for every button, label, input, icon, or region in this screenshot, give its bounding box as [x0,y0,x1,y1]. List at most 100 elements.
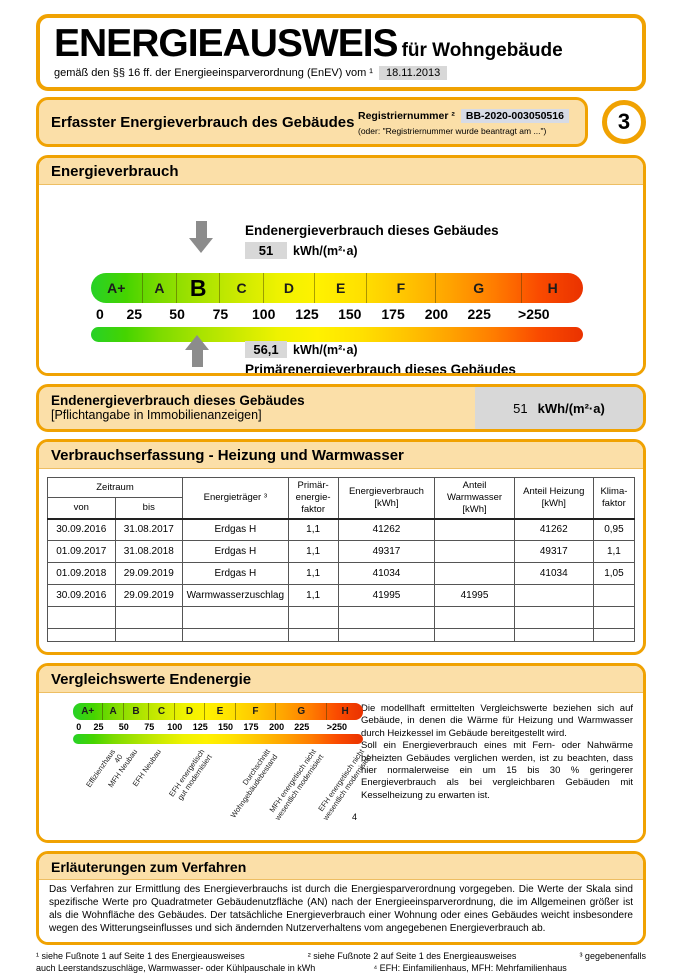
footnote-2: ² siehe Fußnote 2 auf Seite 1 des Energi… [307,951,517,962]
footnote-3a: ³ gegebenenfalls [579,951,646,962]
endenergie-unit: kWh/(m²·a) [293,243,358,258]
table-cell: Warmwasserzuschlag [182,584,289,608]
class-b-current: B [177,273,221,303]
col-pef: Primär- energie- faktor [287,476,339,520]
table-cell [592,606,636,630]
table-cell: 1,1 [287,562,339,586]
erfasst-title: Erfasster Energieverbrauch des Gebäudes [51,113,355,131]
vergleichswerte-title: Vergleichswerte Endenergie [39,666,643,694]
document-title-suffix: für Wohngebäude [401,40,563,61]
table-cell [337,606,436,630]
table-cell [337,628,436,643]
verbrauchserfassung-title: Verbrauchserfassung - Heizung und Warmwa… [39,442,643,469]
col-klimafaktor: Klima- faktor [592,476,636,520]
tick-50: 50 [169,306,185,322]
small-tick-50: 50 [118,722,129,733]
col-energieverbrauch: Energieverbrauch [kWh] [337,476,436,520]
document-title: ENERGIEAUSWEIS [54,22,399,65]
class-a-plus: A+ [91,273,143,303]
tick-200: 200 [424,306,449,322]
erfasst-row: Erfasster Energieverbrauch des Gebäudes … [36,97,646,147]
energieverbrauch-title: Energieverbrauch [39,158,643,185]
small-tick-75: 75 [144,722,155,733]
endenergie-value: 51 [245,242,287,259]
page-number-badge: 3 [602,100,646,144]
erlaeuterungen-text: Das Verfahren zur Ermittlung des Energie… [39,880,643,943]
document-subtitle: gemäß den §§ 16 ff. der Energieeinsparve… [54,67,373,79]
table-cell [287,606,339,630]
table-cell: 31.08.2018 [114,540,183,564]
table-cell: 01.09.2018 [47,562,116,586]
primaerenergie-label: Primärenergieverbrauch dieses Gebäudes [245,362,516,376]
footnote-3b: auch Leerstandszuschläge, Warmwasser- od… [36,963,316,974]
vergleich-gradient-strip [73,734,363,745]
class-h: H [547,280,558,296]
pflichtangabe-value-box: 51 kWh/(m²·a) [475,387,643,429]
small-class-f: F [236,703,277,721]
table-cell [47,606,116,630]
col-zeitraum: Zeitraum [47,476,183,499]
endenergie-label: Endenergieverbrauch dieses Gebäudes [245,223,499,238]
vergleich-scale-ticks: 0 25 50 75 100 125 150 175 200 225 >250 [73,720,363,733]
table-cell: Erdgas H [182,562,289,586]
small-class-a-plus: A+ [73,703,104,721]
erfasst-box: Erfasster Energieverbrauch des Gebäudes … [36,97,588,147]
small-class-a: A [103,703,124,721]
table-cell [513,606,594,630]
tick-75: 75 [212,306,229,322]
erlaeuterungen-section: Erläuterungen zum Verfahren Das Verfahre… [36,851,646,946]
table-cell: 41034 [513,562,594,586]
energy-scale-ticks: 0 25 50 75 100 125 150 175 200 225 >250 [91,303,583,327]
erlaeuterungen-title: Erläuterungen zum Verfahren [39,854,643,881]
small-tick-200: 200 [269,722,285,733]
table-cell: 41034 [337,562,436,586]
table-cell: 0,95 [592,518,636,542]
vergleich-class-band: A+ A B C D E F G H [73,703,363,721]
class-f: F [367,273,436,303]
footnotes: ¹ siehe Fußnote 1 auf Seite 1 des Energi… [36,950,646,974]
tick-100: 100 [252,306,276,322]
pflichtangabe-unit: kWh/(m²·a) [537,400,605,416]
table-cell [592,584,636,608]
tick-150: 150 [338,306,362,322]
class-g: G [436,273,523,303]
small-tick-225: 225 [294,722,310,733]
small-tick-150: 150 [218,722,234,733]
small-class-d: D [175,703,206,721]
pflichtangabe-subtitle: [Pflichtangabe in Immobilienanzeigen] [51,408,262,422]
table-cell [434,628,515,643]
table-cell: 29.09.2019 [114,584,183,608]
table-cell: 41262 [513,518,594,542]
class-c: C [220,273,264,303]
table-row: 01.09.2017 31.08.2018 Erdgas H 1,1 49317… [47,540,636,564]
registriernummer-label: Registriernummer ² [358,109,455,122]
tick-25: 25 [126,306,143,322]
pflichtangabe-title: Endenergieverbrauch dieses Gebäudes [51,393,305,408]
table-cell: 41995 [337,584,436,608]
tick-250plus: >250 [518,306,550,322]
small-class-e: E [205,703,236,721]
table-cell [287,628,339,643]
primaerenergie-value: 56,1 [245,341,287,358]
col-energietraeger: Energieträger ³ [182,476,289,520]
tick-225: 225 [467,306,491,322]
vergleich-labels: Effizienzhaus 40 MFH Neubau EFH Neubau E… [73,744,373,836]
arrow-down-icon [189,221,213,253]
small-class-b: B [124,703,150,721]
energy-gradient-strip [91,327,583,342]
table-cell [513,628,594,643]
table-cell [434,518,515,542]
vergleich-scale-area: A+ A B C D E F G H 0 25 50 75 [49,703,373,836]
table-cell: 41262 [337,518,436,542]
small-tick-100: 100 [167,722,183,733]
table-cell [592,628,636,643]
vergleich-footnote-marker: 4 [351,812,357,823]
table-row: 30.09.2016 29.09.2019 Warmwasserzuschlag… [47,584,636,608]
vergleichswerte-section: Vergleichswerte Endenergie A+ A B C D E … [36,663,646,844]
table-cell: 30.09.2016 [47,584,116,608]
class-d: D [264,273,316,303]
col-von: von [47,497,116,520]
small-tick-25: 25 [93,722,104,733]
table-cell [182,606,289,630]
